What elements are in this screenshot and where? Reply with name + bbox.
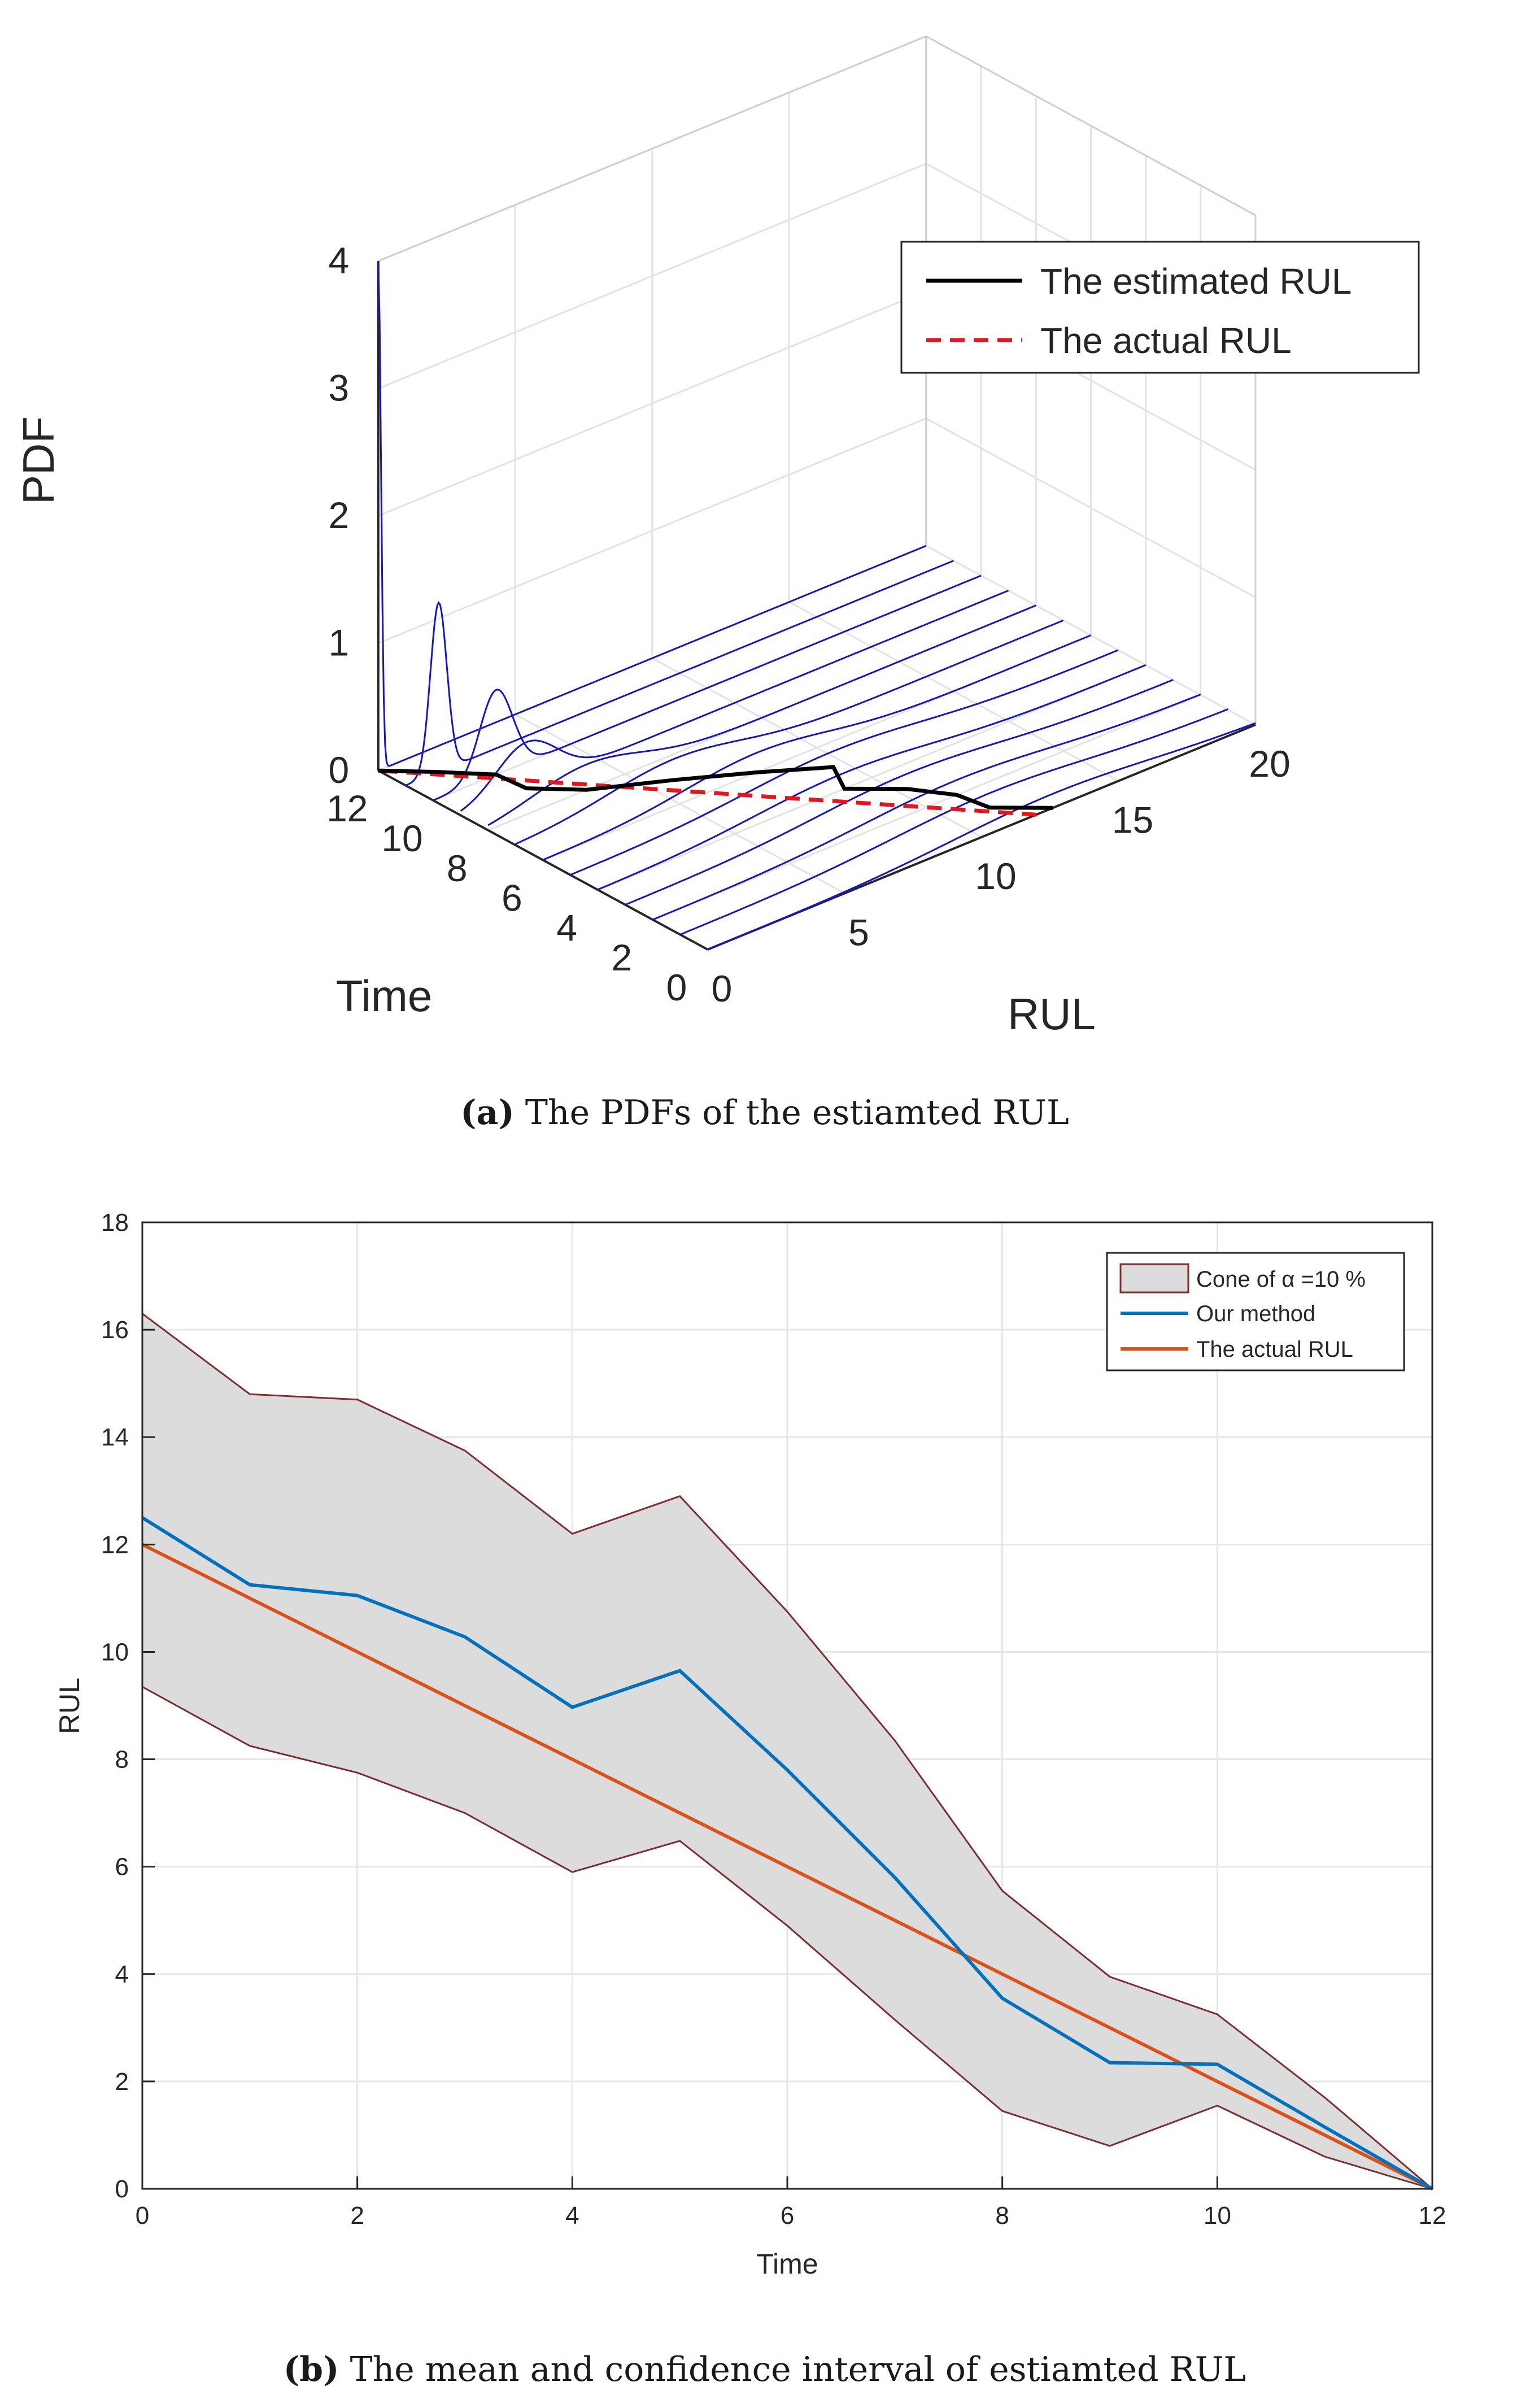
a-pdf-curve — [515, 619, 1064, 845]
a-pdf-tick-label: 2 — [328, 494, 349, 536]
a-pdf-tick-label: 0 — [328, 749, 349, 791]
chart-b-series — [141, 1516, 1433, 2191]
a-time-tick-label: 12 — [326, 787, 368, 829]
b-y-tick-label: 2 — [115, 2068, 129, 2096]
b-y-tick-label: 0 — [115, 2175, 129, 2203]
caption-a-label: (a) — [460, 1093, 515, 1133]
a-pdf-curve — [597, 664, 1147, 891]
b-x-tick-label: 10 — [1204, 2202, 1231, 2230]
caption-a-text: The PDFs of the estiamted RUL — [515, 1093, 1069, 1133]
b-y-tick-label: 10 — [101, 1638, 129, 1666]
a-axis-line — [377, 769, 708, 951]
a-box-edge — [926, 35, 1256, 216]
chart-b-cone — [141, 1312, 1433, 2190]
a-time-tick-label: 0 — [666, 966, 687, 1008]
a-pdf-curve — [625, 679, 1174, 905]
b-series-line — [141, 1543, 1433, 2191]
b-y-tick-label: 4 — [115, 1961, 129, 1988]
a-time-tick-label: 2 — [611, 937, 632, 978]
a-backwall-grid-pdf — [378, 417, 927, 645]
a-pdf-tick-label: 4 — [328, 240, 349, 281]
b-series-line — [141, 1516, 1433, 2191]
b-y-tick-label: 18 — [101, 1209, 129, 1236]
a-actual-rul-line — [378, 768, 1037, 817]
a-pdf-curve — [487, 604, 1036, 826]
caption-b-label: (b) — [284, 2350, 339, 2389]
caption-b: (b) The mean and confidence interval of … — [284, 2350, 1246, 2389]
chart-a-zlabel: PDF — [14, 416, 63, 504]
a-time-tick-label: 4 — [556, 907, 577, 948]
a-estimated-rul-line — [378, 765, 1053, 810]
chart-b-line: 0 2 4 6 8 10 12 0 2 4 6 8 10 12 14 16 18 Time RUL Cone o… — [54, 1209, 1446, 2280]
a-pdf-curve — [570, 649, 1119, 876]
b-y-tick-label: 14 — [101, 1423, 129, 1451]
a-backwall-grid-pdf — [378, 290, 927, 517]
a-pdf-curve — [405, 560, 954, 786]
b-x-tick-label: 12 — [1419, 2202, 1446, 2230]
a-time-tick-label: 8 — [447, 847, 468, 889]
a-backwall-grid-pdf — [378, 163, 927, 390]
a-sidewall-grid-pdf — [926, 417, 1256, 598]
b-x-tick-label: 2 — [350, 2202, 364, 2230]
a-pdf-curve — [377, 262, 927, 767]
chart-b-legend-label-ours: Our method — [1196, 1301, 1315, 1326]
a-pdf-curve — [542, 634, 1091, 861]
chart-a-rul-lines — [378, 765, 1053, 817]
a-pdf-curve — [707, 722, 1256, 951]
chart-b-legend-label-actual: The actual RUL — [1196, 1337, 1353, 1362]
caption-b-text: The mean and confidence interval of esti… — [339, 2350, 1246, 2389]
b-y-tick-label: 6 — [115, 1853, 129, 1881]
a-rul-tick-label: 5 — [848, 912, 869, 953]
a-floor-grid-rul — [652, 657, 982, 838]
b-x-tick-label: 6 — [781, 2202, 794, 2230]
a-pdf-tick-label: 3 — [328, 367, 349, 409]
chart-a-xlabel: Time — [336, 971, 432, 1021]
a-rul-tick-label: 10 — [975, 855, 1016, 897]
a-floor-grid-rul — [515, 713, 845, 894]
b-x-tick-label: 4 — [565, 2202, 579, 2230]
a-pdf-tick-label: 1 — [328, 622, 349, 664]
a-box-edge — [378, 35, 927, 262]
chart-a-legend: The estimated RUL The actual RUL — [900, 241, 1420, 374]
a-time-tick-label: 10 — [381, 817, 422, 859]
b-y-tick-label: 12 — [101, 1531, 129, 1558]
caption-a: (a) The PDFs of the estiamted RUL — [460, 1093, 1069, 1133]
chart-b-ylabel: RUL — [54, 1678, 85, 1734]
a-rul-tick-label: 0 — [712, 968, 733, 1009]
b-x-tick-label: 0 — [136, 2202, 149, 2230]
b-x-tick-label: 8 — [995, 2202, 1009, 2230]
b-y-tick-label: 8 — [115, 1746, 129, 1774]
a-time-tick-label: 6 — [502, 877, 522, 919]
b-y-tick-label: 16 — [101, 1316, 129, 1344]
chart-b-legend-label-cone: Cone of α =10 % — [1196, 1267, 1366, 1292]
a-rul-tick-label: 15 — [1112, 799, 1153, 841]
b-cone-area — [141, 1312, 1433, 2190]
chart-a-legend-box — [900, 241, 1420, 374]
chart-b-xlabel: Time — [756, 2248, 818, 2280]
a-rul-tick-label: 20 — [1249, 743, 1290, 785]
a-pdf-curve — [460, 590, 1009, 812]
chart-b-tick-labels: 0 2 4 6 8 10 12 0 2 4 6 8 10 12 14 16 18 — [101, 1209, 1446, 2230]
chart-a-ylabel: RUL — [1008, 989, 1096, 1039]
chart-a-legend-label-actual: The actual RUL — [1040, 320, 1292, 361]
chart-a-legend-label-estimated: The estimated RUL — [1040, 261, 1352, 302]
chart-b-legend: Cone of α =10 % Our method The actual RU… — [1106, 1252, 1405, 1371]
chart-b-legend-swatch-cone — [1119, 1263, 1189, 1294]
